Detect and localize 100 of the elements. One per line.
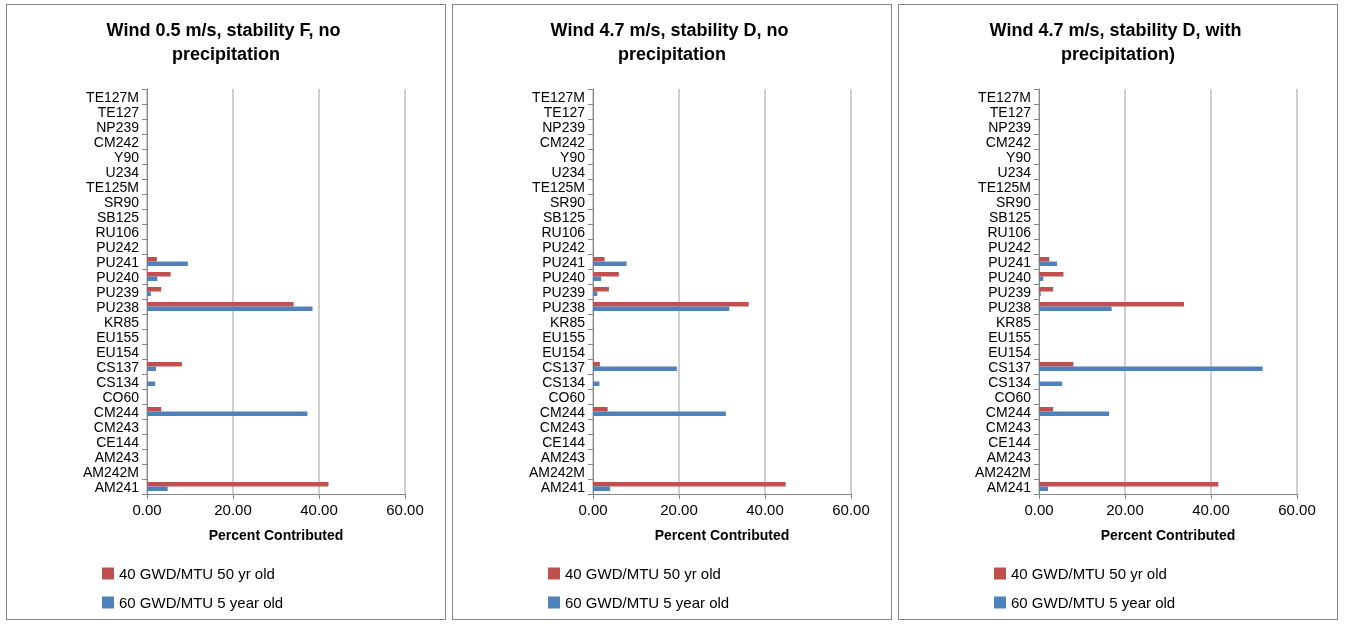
y-tick-label: TE125M	[978, 178, 1031, 195]
y-tick-label: CM243	[985, 418, 1032, 435]
y-tick-label: TE127M	[86, 88, 139, 105]
y-tick-label: AM242M	[974, 463, 1031, 480]
y-tick-label: SR90	[549, 193, 586, 210]
x-axis-title: Percent Contributed	[208, 527, 344, 543]
y-tick-label: U234	[551, 163, 586, 180]
x-tick-label: 20.00	[660, 501, 698, 518]
y-tick-label: AM241	[540, 478, 586, 495]
legend-label: 60 GWD/MTU 5 year old	[1011, 594, 1176, 611]
y-tick-label: PU239	[542, 283, 586, 300]
y-tick-label: CO60	[102, 388, 140, 405]
y-tick-label: SB125	[988, 208, 1032, 225]
y-tick-label: SB125	[96, 208, 140, 225]
y-tick-label: EU154	[542, 343, 586, 360]
y-tick-label: PU241	[96, 253, 140, 270]
x-tick-label: 0.00	[578, 501, 608, 518]
chart-title: Wind 4.7 m/s, stability D, with precipitation)	[989, 20, 1247, 64]
y-tick-label: EU155	[988, 328, 1032, 345]
bar	[147, 272, 171, 277]
bar	[147, 291, 151, 296]
legend-label: 40 GWD/MTU 50 yr old	[1011, 565, 1167, 582]
y-tick-label: PU239	[96, 283, 140, 300]
x-tick-label: 40.00	[300, 501, 338, 518]
y-tick-label: SR90	[103, 193, 140, 210]
bar	[593, 272, 619, 277]
y-tick-label: CS137	[988, 358, 1032, 375]
bar	[147, 257, 157, 262]
y-tick-label: TE127	[97, 103, 140, 120]
y-tick-label: TE127	[989, 103, 1032, 120]
y-tick-label: TE125M	[86, 178, 139, 195]
y-tick-label: CM243	[93, 418, 140, 435]
y-tick-label: CM244	[93, 403, 140, 420]
bar	[1039, 407, 1054, 412]
bar	[593, 257, 605, 262]
y-tick-label: PU241	[542, 253, 586, 270]
x-tick-label: 60.00	[386, 501, 424, 518]
y-tick-label: CM242	[985, 133, 1032, 150]
y-tick-label: RU106	[987, 223, 1032, 240]
legend-label: 60 GWD/MTU 5 year old	[565, 594, 730, 611]
y-tick-label: CO60	[548, 388, 586, 405]
y-tick-label: U234	[997, 163, 1032, 180]
y-tick-label: EU155	[96, 328, 140, 345]
bar	[1039, 257, 1050, 262]
bar	[1039, 302, 1184, 307]
legend-label: 40 GWD/MTU 50 yr old	[119, 565, 275, 582]
x-axis-title: Percent Contributed	[654, 527, 790, 543]
y-tick-label: KR85	[549, 313, 586, 330]
y-tick-label: RU106	[95, 223, 140, 240]
bar	[593, 261, 627, 266]
y-tick-label: CM244	[985, 403, 1032, 420]
y-tick-label: CM244	[539, 403, 586, 420]
y-tick-label: PU240	[542, 268, 586, 285]
y-tick-label: CS137	[542, 358, 586, 375]
y-tick-label: TE125M	[532, 178, 585, 195]
y-tick-label: CE144	[542, 433, 586, 450]
x-tick-label: 20.00	[214, 501, 252, 518]
y-tick-label: NP239	[96, 118, 140, 135]
y-tick-label: CS134	[96, 373, 140, 390]
y-tick-label: PU242	[542, 238, 586, 255]
y-tick-label: CE144	[96, 433, 140, 450]
bar	[1039, 362, 1074, 367]
bar	[147, 407, 162, 412]
bar	[593, 407, 608, 412]
x-axis-title: Percent Contributed	[1100, 527, 1236, 543]
y-tick-label: SR90	[995, 193, 1032, 210]
bar	[147, 362, 182, 367]
y-tick-label: CM243	[539, 418, 586, 435]
y-tick-label: Y90	[114, 148, 140, 165]
y-tick-label: AM243	[540, 448, 586, 465]
y-tick-label: U234	[105, 163, 140, 180]
bar	[593, 362, 600, 367]
y-tick-label: CE144	[988, 433, 1032, 450]
y-tick-label: PU238	[542, 298, 586, 315]
y-tick-label: PU241	[988, 253, 1032, 270]
bar	[593, 287, 609, 292]
bar	[147, 482, 329, 487]
y-tick-label: EU154	[96, 343, 140, 360]
x-tick-label: 40.00	[1192, 501, 1230, 518]
bar	[147, 302, 294, 307]
bar	[1039, 272, 1064, 277]
x-tick-label: 60.00	[1278, 501, 1316, 518]
y-tick-label: NP239	[988, 118, 1032, 135]
y-tick-label: AM242M	[82, 463, 139, 480]
x-tick-label: 0.00	[1024, 501, 1054, 518]
y-tick-label: NP239	[542, 118, 586, 135]
y-tick-label: PU242	[988, 238, 1032, 255]
y-tick-label: CS134	[988, 373, 1032, 390]
y-tick-label: SB125	[542, 208, 586, 225]
y-tick-label: CS134	[542, 373, 586, 390]
y-tick-label: KR85	[995, 313, 1032, 330]
y-tick-label: EU155	[542, 328, 586, 345]
x-tick-label: 20.00	[1106, 501, 1144, 518]
y-tick-label: AM243	[986, 448, 1032, 465]
bar	[1039, 287, 1054, 292]
y-tick-label: PU238	[988, 298, 1032, 315]
bar	[593, 482, 786, 487]
legend-label: 60 GWD/MTU 5 year old	[119, 594, 284, 611]
y-tick-label: TE127	[543, 103, 586, 120]
y-tick-label: TE127M	[532, 88, 585, 105]
